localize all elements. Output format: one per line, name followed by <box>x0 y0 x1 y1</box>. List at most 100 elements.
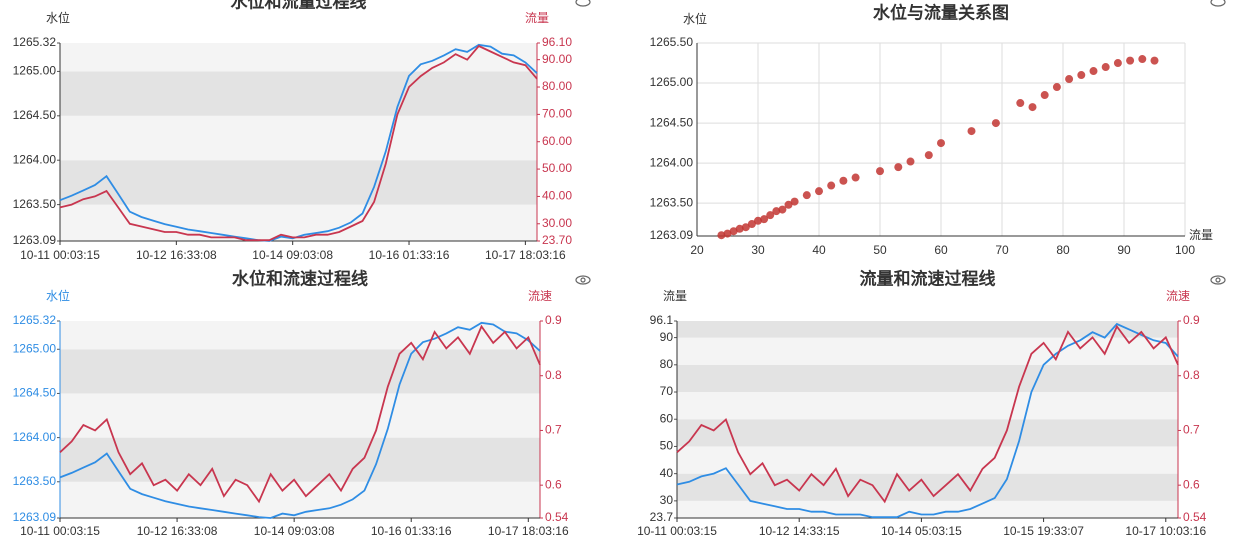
y-tick-label: 90 <box>660 330 674 344</box>
scatter-point <box>784 200 793 209</box>
y2-tick-label: 0.54 <box>545 510 569 524</box>
scatter-point <box>1065 75 1074 84</box>
y-axis-label: 水位 <box>46 288 70 303</box>
x-axis-label: 流量 <box>1189 228 1213 242</box>
y-tick-label: 80 <box>660 357 674 371</box>
x-tick-label: 10-17 18:03:16 <box>485 248 566 262</box>
scatter-point <box>723 229 732 238</box>
y2-tick-label: 70.00 <box>542 107 572 121</box>
view-icon[interactable] <box>1210 0 1226 7</box>
chart-title: 水位和流速过程线 <box>232 268 368 288</box>
split-area <box>60 71 537 116</box>
y2-axis-label: 流速 <box>528 289 552 303</box>
y-tick-label: 40 <box>660 466 674 480</box>
y-axis-label: 流量 <box>663 289 687 303</box>
scatter-point <box>851 173 860 182</box>
scatter-point <box>991 119 1000 128</box>
scatter-point <box>1089 67 1098 76</box>
scatter-point <box>772 207 781 216</box>
x-tick-label: 10-11 00:03:15 <box>20 248 100 262</box>
x-tick-label: 60 <box>934 243 948 257</box>
y2-tick-label: 50.00 <box>542 161 572 175</box>
scatter-point <box>747 219 756 228</box>
split-area <box>60 115 537 161</box>
scatter-point <box>827 181 836 190</box>
scatter-point <box>1028 103 1037 112</box>
x-tick-label: 70 <box>995 243 1009 257</box>
y2-tick-label: 0.8 <box>545 368 562 382</box>
y2-tick-label: 0.6 <box>545 477 562 491</box>
chart-title: 流量和流速过程线 <box>860 268 996 288</box>
view-icon[interactable] <box>575 0 591 7</box>
y2-tick-label: 30.00 <box>542 216 572 230</box>
x-tick-label: 40 <box>812 243 826 257</box>
scatter-point <box>876 167 884 176</box>
y-tick-label: 1264.00 <box>13 430 57 444</box>
scatter-point <box>937 139 945 148</box>
x-tick-label: 10-14 05:03:15 <box>881 524 962 537</box>
y-tick-label: 60 <box>660 411 674 425</box>
split-area <box>677 364 1178 393</box>
y-tick-label: 1263.50 <box>13 474 57 488</box>
scatter-point <box>790 197 799 206</box>
x-tick-label: 10-17 18:03:16 <box>488 524 569 537</box>
scatter-point <box>1138 55 1147 64</box>
x-tick-label: 10-14 09:03:08 <box>254 524 335 537</box>
y2-tick-label: 23.70 <box>542 233 572 247</box>
y-tick-label: 1263.09 <box>13 233 57 247</box>
y2-tick-label: 90.00 <box>542 52 572 66</box>
y2-axis-label: 流速 <box>1166 289 1190 303</box>
chart-title: 水位与流量关系图 <box>873 2 1009 22</box>
y2-tick-label: 0.7 <box>545 423 562 437</box>
y-tick-label: 1265.50 <box>650 35 694 49</box>
y-tick-label: 1265.00 <box>650 75 694 89</box>
y-tick-label: 1263.09 <box>650 228 694 242</box>
y2-tick-label: 0.9 <box>545 313 562 327</box>
split-area <box>60 393 540 438</box>
y-tick-label: 1264.50 <box>650 115 694 129</box>
y2-axis-label: 流量 <box>525 11 549 25</box>
scatter-point <box>967 127 976 136</box>
scatter-point <box>894 163 903 172</box>
y-tick-label: 23.7 <box>650 510 674 524</box>
x-tick-label: 10-11 00:03:15 <box>20 524 100 537</box>
y-axis-label: 水位 <box>683 11 707 26</box>
y-tick-label: 70 <box>660 384 674 398</box>
scatter-point <box>1113 59 1122 68</box>
scatter-point <box>1077 71 1086 80</box>
y2-tick-label: 0.6 <box>1183 477 1200 491</box>
series-line <box>59 321 541 519</box>
y2-tick-label: 80.00 <box>542 79 572 93</box>
split-area <box>677 321 1178 338</box>
split-area <box>60 437 540 482</box>
view-icon[interactable] <box>575 275 591 285</box>
scatter-point <box>906 157 915 166</box>
split-area <box>677 337 1178 365</box>
split-area <box>677 500 1178 518</box>
y-axis-label: 水位 <box>46 10 70 25</box>
y-tick-label: 1264.00 <box>13 152 57 166</box>
scatter-point <box>741 223 750 232</box>
view-icon-pupil <box>580 277 586 283</box>
y-tick-label: 30 <box>660 493 674 507</box>
scatter-point <box>717 231 726 240</box>
split-area <box>60 160 537 205</box>
y-tick-label: 96.1 <box>650 313 674 327</box>
y-tick-label: 1263.50 <box>650 195 694 209</box>
x-tick-label: 80 <box>1056 243 1070 257</box>
split-area <box>60 204 537 241</box>
view-icon[interactable] <box>1210 275 1226 285</box>
y-tick-label: 1264.50 <box>13 386 57 400</box>
scatter-point <box>1052 83 1061 92</box>
scatter-point <box>924 151 933 160</box>
x-tick-label: 10-15 19:33:07 <box>1003 524 1084 537</box>
y-tick-label: 1264.00 <box>650 155 694 169</box>
y2-tick-label: 0.8 <box>1183 368 1200 382</box>
split-area <box>677 419 1178 447</box>
y-tick-label: 1265.32 <box>13 35 57 49</box>
y2-tick-label: 40.00 <box>542 189 572 203</box>
scatter-point <box>729 227 738 236</box>
x-tick-label: 10-16 01:33:16 <box>371 524 452 537</box>
x-tick-label: 10-17 10:03:16 <box>1125 524 1206 537</box>
